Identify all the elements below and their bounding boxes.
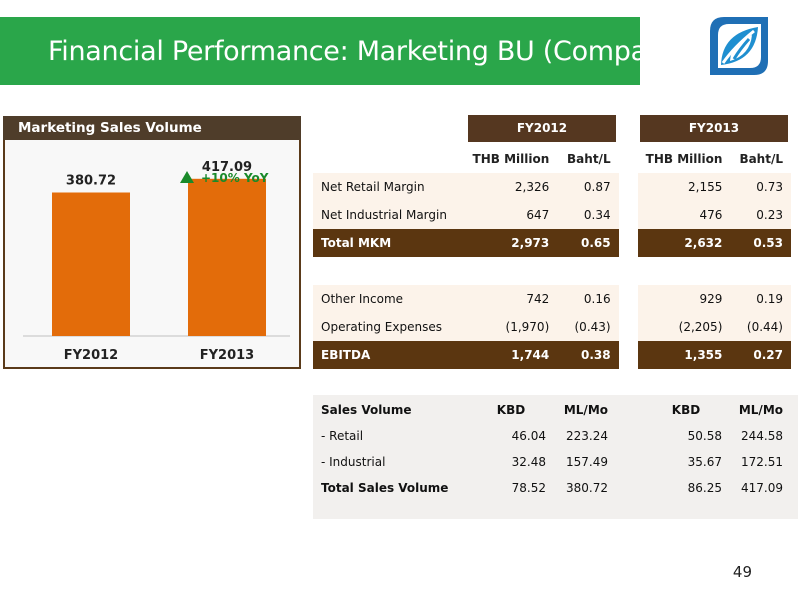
row-label: Net Industrial Margin: [313, 201, 465, 229]
table-cell: (2,205): [637, 313, 731, 341]
table-cell: 0.16: [557, 285, 619, 313]
row-label: Net Retail Margin: [313, 173, 465, 201]
table-cell: 417.09: [741, 481, 783, 495]
table-cell: (1,970): [464, 313, 558, 341]
table-cell: (0.44): [730, 313, 791, 341]
subheader-baht-per-liter: Baht/L: [567, 152, 611, 166]
table-row-ebitda: EBITDA 1,744 0.38 1,355 0.27: [313, 341, 791, 369]
table-row: Net Retail Margin 2,326 0.87 2,155 0.73: [313, 173, 791, 201]
table-cell: 50.58: [687, 429, 722, 443]
table-cell: 476: [637, 201, 731, 229]
table-cell: 244.58: [741, 429, 783, 443]
table-row: Other Income 742 0.16 929 0.19: [313, 285, 791, 313]
table-cell: 0.87: [557, 173, 619, 201]
margin-table-subheader: THB Million Baht/L THB Million Baht/L: [313, 145, 791, 173]
table-row-total-sales: Total Sales Volume 78.52 380.72 86.25 41…: [313, 475, 791, 501]
table-cell: 0.73: [730, 173, 791, 201]
row-label: - Industrial: [321, 455, 386, 469]
table-cell: 35.67: [687, 455, 722, 469]
table-cell: 2,326: [464, 173, 558, 201]
table-cell: 223.24: [566, 429, 608, 443]
table-cell: 32.48: [511, 455, 546, 469]
table-cell: 78.52: [511, 481, 546, 495]
col-header-ml-mo: ML/Mo: [563, 403, 608, 417]
tick-label: FY2012: [64, 348, 118, 363]
table-cell: 46.04: [511, 429, 546, 443]
table-cell: 929: [637, 285, 731, 313]
sales-volume-label: Sales Volume: [321, 403, 412, 417]
sales-volume-table: Sales Volume KBD ML/Mo KBD ML/Mo - Retai…: [313, 397, 791, 501]
row-label: Total MKM: [313, 229, 465, 257]
table-cell: (0.43): [557, 313, 619, 341]
company-logo-icon: [705, 12, 773, 80]
row-label: Other Income: [313, 285, 465, 313]
table-cell: 0.19: [730, 285, 791, 313]
col-header-kbd: KBD: [671, 403, 701, 417]
table-row: Operating Expenses (1,970) (0.43) (2,205…: [313, 313, 791, 341]
table-cell: 0.38: [557, 341, 619, 369]
period-header-fy2013: FY2013: [640, 115, 788, 142]
bar-fy2013: [188, 178, 266, 336]
table-cell: 647: [464, 201, 558, 229]
col-header-kbd: KBD: [496, 403, 526, 417]
table-row: - Industrial 32.48 157.49 35.67 172.51: [313, 449, 791, 475]
table-cell: 0.53: [730, 229, 791, 257]
page-number: 49: [732, 563, 752, 581]
data-label: 380.72: [66, 173, 116, 188]
subheader-thb-million: THB Million: [645, 152, 723, 166]
subheader-thb-million: THB Million: [472, 152, 550, 166]
margin-table: THB Million Baht/L THB Million Baht/L Ne…: [313, 145, 791, 369]
table-cell: 0.34: [557, 201, 619, 229]
table-cell: 0.27: [730, 341, 791, 369]
row-label: - Retail: [321, 429, 364, 443]
table-row-total-mkm: Total MKM 2,973 0.65 2,632 0.53: [313, 229, 791, 257]
sales-volume-chart: 380.72 FY2012 417.09 FY2013 +10% YoY: [3, 140, 301, 369]
up-arrow-icon: [180, 171, 194, 183]
page-title: Financial Performance: Marketing BU (Com…: [48, 36, 690, 67]
table-cell: 1,355: [637, 341, 731, 369]
table-cell: 2,632: [637, 229, 731, 257]
table-row: - Retail 46.04 223.24 50.58 244.58: [313, 423, 791, 449]
table-cell: 0.65: [557, 229, 619, 257]
tick-label: FY2013: [200, 348, 254, 363]
col-header-ml-mo: ML/Mo: [738, 403, 783, 417]
sales-table-header: Sales Volume KBD ML/Mo KBD ML/Mo: [313, 397, 791, 423]
row-label: EBITDA: [313, 341, 465, 369]
data-label: 417.09: [202, 160, 252, 175]
table-cell: 380.72: [566, 481, 608, 495]
table-row: Net Industrial Margin 647 0.34 476 0.23: [313, 201, 791, 229]
table-cell: 86.25: [687, 481, 722, 495]
row-label: Operating Expenses: [313, 313, 465, 341]
spacer-row: [313, 257, 791, 285]
subheader-baht-per-liter: Baht/L: [739, 152, 783, 166]
table-cell: 1,744: [464, 341, 558, 369]
table-cell: 172.51: [741, 455, 783, 469]
sales-volume-box: Sales Volume KBD ML/Mo KBD ML/Mo - Retai…: [313, 395, 798, 519]
table-cell: 742: [464, 285, 558, 313]
table-cell: 2,973: [464, 229, 558, 257]
row-label: Total Sales Volume: [321, 481, 449, 495]
empty-cell: [313, 145, 465, 173]
chart-panel-title: Marketing Sales Volume: [3, 116, 301, 140]
yoy-annotation: +10% YoY: [201, 171, 269, 185]
bar-chart-svg: 380.72 FY2012 417.09 FY2013 +10% YoY: [23, 160, 290, 363]
table-cell: 157.49: [566, 455, 608, 469]
table-cell: 2,155: [637, 173, 731, 201]
title-bar: [0, 17, 640, 85]
bar-fy2012: [52, 192, 130, 336]
table-cell: 0.23: [730, 201, 791, 229]
period-header-fy2012: FY2012: [468, 115, 616, 142]
